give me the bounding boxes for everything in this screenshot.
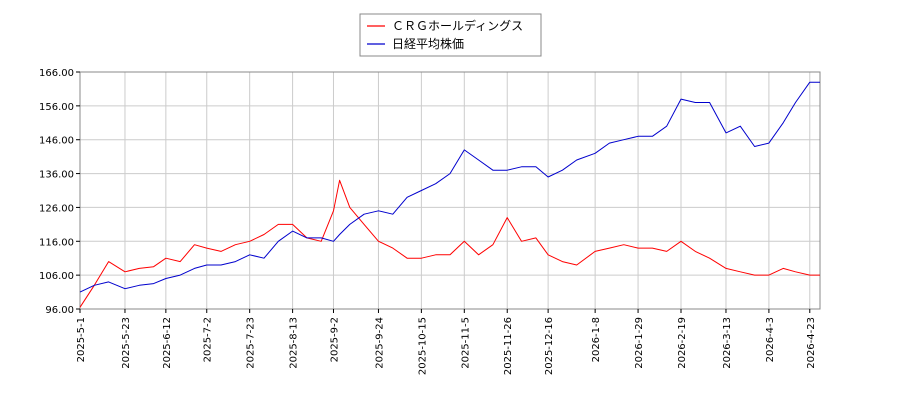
- legend-label-crg: ＣＲＧホールディングス: [392, 18, 523, 33]
- x-tick-label: 2025-7-2: [203, 317, 214, 362]
- series-line-1: [79, 81, 820, 293]
- x-tick-label: 2026-4-23: [806, 317, 817, 369]
- x-tick-label: 2026-3-13: [722, 317, 733, 369]
- x-tick-label: 2025-10-15: [417, 317, 428, 375]
- x-tick-label: 2025-11-26: [503, 317, 514, 375]
- y-tick-label: 106.00: [39, 271, 74, 282]
- x-tick-label: 2025-8-13: [289, 317, 300, 369]
- series-line-0: [79, 179, 820, 308]
- x-tick-label: 2026-4-3: [765, 317, 776, 362]
- x-tick-label: 2025-12-16: [544, 317, 555, 375]
- y-axis-ticks: 96.00 106.00 116.00 126.00 136.00 146.00 156.0…: [39, 68, 80, 316]
- y-tick-label: 126.00: [39, 203, 74, 214]
- x-tick-label: 2025-5-1: [76, 317, 87, 362]
- x-tick-label: 2025-11-5: [460, 317, 471, 369]
- x-tick-label: 2025-7-23: [246, 317, 257, 369]
- y-tick-label: 156.00: [39, 102, 74, 113]
- x-tick-label: 2026-1-29: [634, 317, 645, 369]
- x-tick-label: 2026-1-8: [591, 317, 602, 362]
- x-tick-label: 2025-9-2: [329, 317, 340, 362]
- x-tick-label: 2026-2-19: [677, 317, 688, 369]
- y-tick-label: 96.00: [45, 305, 74, 316]
- y-tick-label: 136.00: [39, 170, 74, 181]
- x-tick-label: 2025-9-24: [374, 317, 385, 369]
- y-tick-label: 146.00: [39, 136, 74, 147]
- series-layer: [79, 81, 820, 308]
- legend-box: [359, 13, 542, 57]
- legend: ＣＲＧホールディングス 日経平均株価: [359, 13, 542, 57]
- x-tick-label: 2025-5-23: [121, 317, 132, 369]
- x-tick-label: 2025-6-12: [162, 317, 173, 369]
- x-axis-ticks: 2025-5-1 2025-5-23 2025-6-12 2025-7-2 2025-7…: [76, 309, 817, 375]
- legend-label-nikkei: 日経平均株価: [392, 36, 464, 51]
- y-tick-label: 116.00: [39, 237, 74, 248]
- y-tick-label: 166.00: [39, 68, 74, 79]
- plot-frame: [79, 71, 821, 310]
